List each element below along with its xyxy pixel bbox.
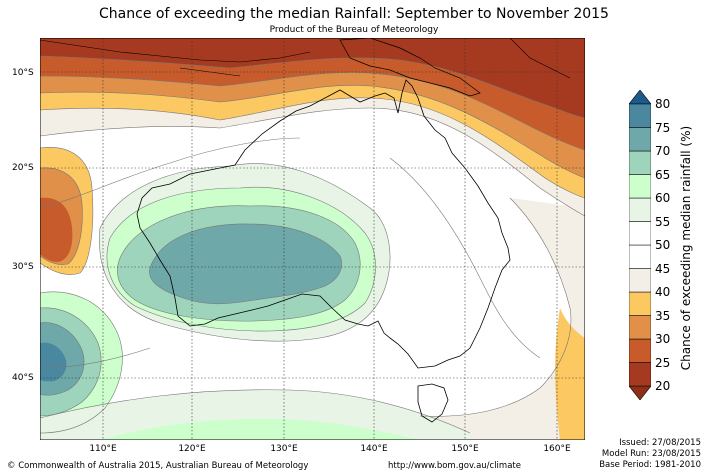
colorbar-label-25: 25 [655,355,671,370]
lat-label-40s: 40°S [12,373,34,383]
colorbar [629,90,651,400]
band-55-60-south [40,389,470,440]
colorbar-bin-35 [629,291,651,316]
colorbar-bin-30 [629,315,651,340]
lon-label-150e: 150°E [451,444,479,454]
colorbar-bin-65 [629,150,651,175]
lon-label-110e: 110°E [89,444,117,454]
colorbar-bin-75 [629,103,651,128]
band-35-40-east [555,308,585,440]
lon-label-140e: 140°E [360,444,388,454]
colorbar-bin-60 [629,174,651,199]
colorbar-bin-50 [629,221,651,246]
colorbar-under-arrow [629,385,651,400]
lat-label-20s: 20°S [12,163,34,173]
chart-title: Chance of exceeding the median Rainfall:… [99,6,609,22]
tasmania-coastline [417,383,449,423]
model-run-date: Model Run: 23/08/2015 [601,449,701,459]
colorbar-label-40: 40 [655,285,671,299]
issue-info: Issued: 27/08/2015 Model Run: 23/08/2015… [599,438,701,471]
colorbar-label-55: 55 [655,214,671,229]
copyright-text: © Commonwealth of Australia 2015, Austra… [7,461,309,471]
colorbar-bin-45 [629,244,651,269]
issued-date: Issued: 27/08/2015 [619,438,701,448]
lon-label-160e: 160°E [543,444,571,454]
lat-label-10s: 10°S [12,68,34,78]
colorbar-title: Chance of exceeding median rainfall (%) [679,125,693,371]
australia-coastline [136,79,511,369]
colorbar-label-80: 80 [655,97,671,111]
colorbar-label-60: 60 [655,191,671,205]
lon-label-120e: 120°E [178,444,206,454]
colorbar-label-70: 70 [655,144,671,158]
band-70-75 [149,223,342,304]
lat-label-30s: 30°S [12,262,34,272]
band-60-65-south [100,418,420,440]
bom-url-link[interactable]: http://www.bom.gov.au/climate [388,461,521,471]
chart-subtitle: Product of the Bureau of Meteorology [269,25,439,35]
rainfall-map [40,38,585,440]
colorbar-bin-70 [629,127,651,152]
indonesia-coastline [40,38,571,79]
colorbar-label-75: 75 [655,120,671,135]
colorbar-label-20: 20 [655,379,671,393]
band-25-30-west [40,197,73,262]
colorbar-label-65: 65 [655,167,671,182]
colorbar-label-50: 50 [655,238,671,252]
new-guinea-coastline [339,38,481,97]
colorbar-bin-55 [629,197,651,222]
colorbar-label-45: 45 [655,261,671,276]
colorbar-bin-40 [629,268,651,293]
colorbar-label-35: 35 [655,308,671,323]
base-period: Base Period: 1981-2010 [599,460,701,470]
band-20-25-north [40,38,585,118]
band-75-80-sw [40,342,67,382]
colorbar-over-arrow [629,90,651,105]
colorbar-bin-25 [629,338,651,363]
lon-label-130e: 130°E [270,444,298,454]
colorbar-bin-20 [629,362,651,387]
colorbar-label-30: 30 [655,332,671,346]
